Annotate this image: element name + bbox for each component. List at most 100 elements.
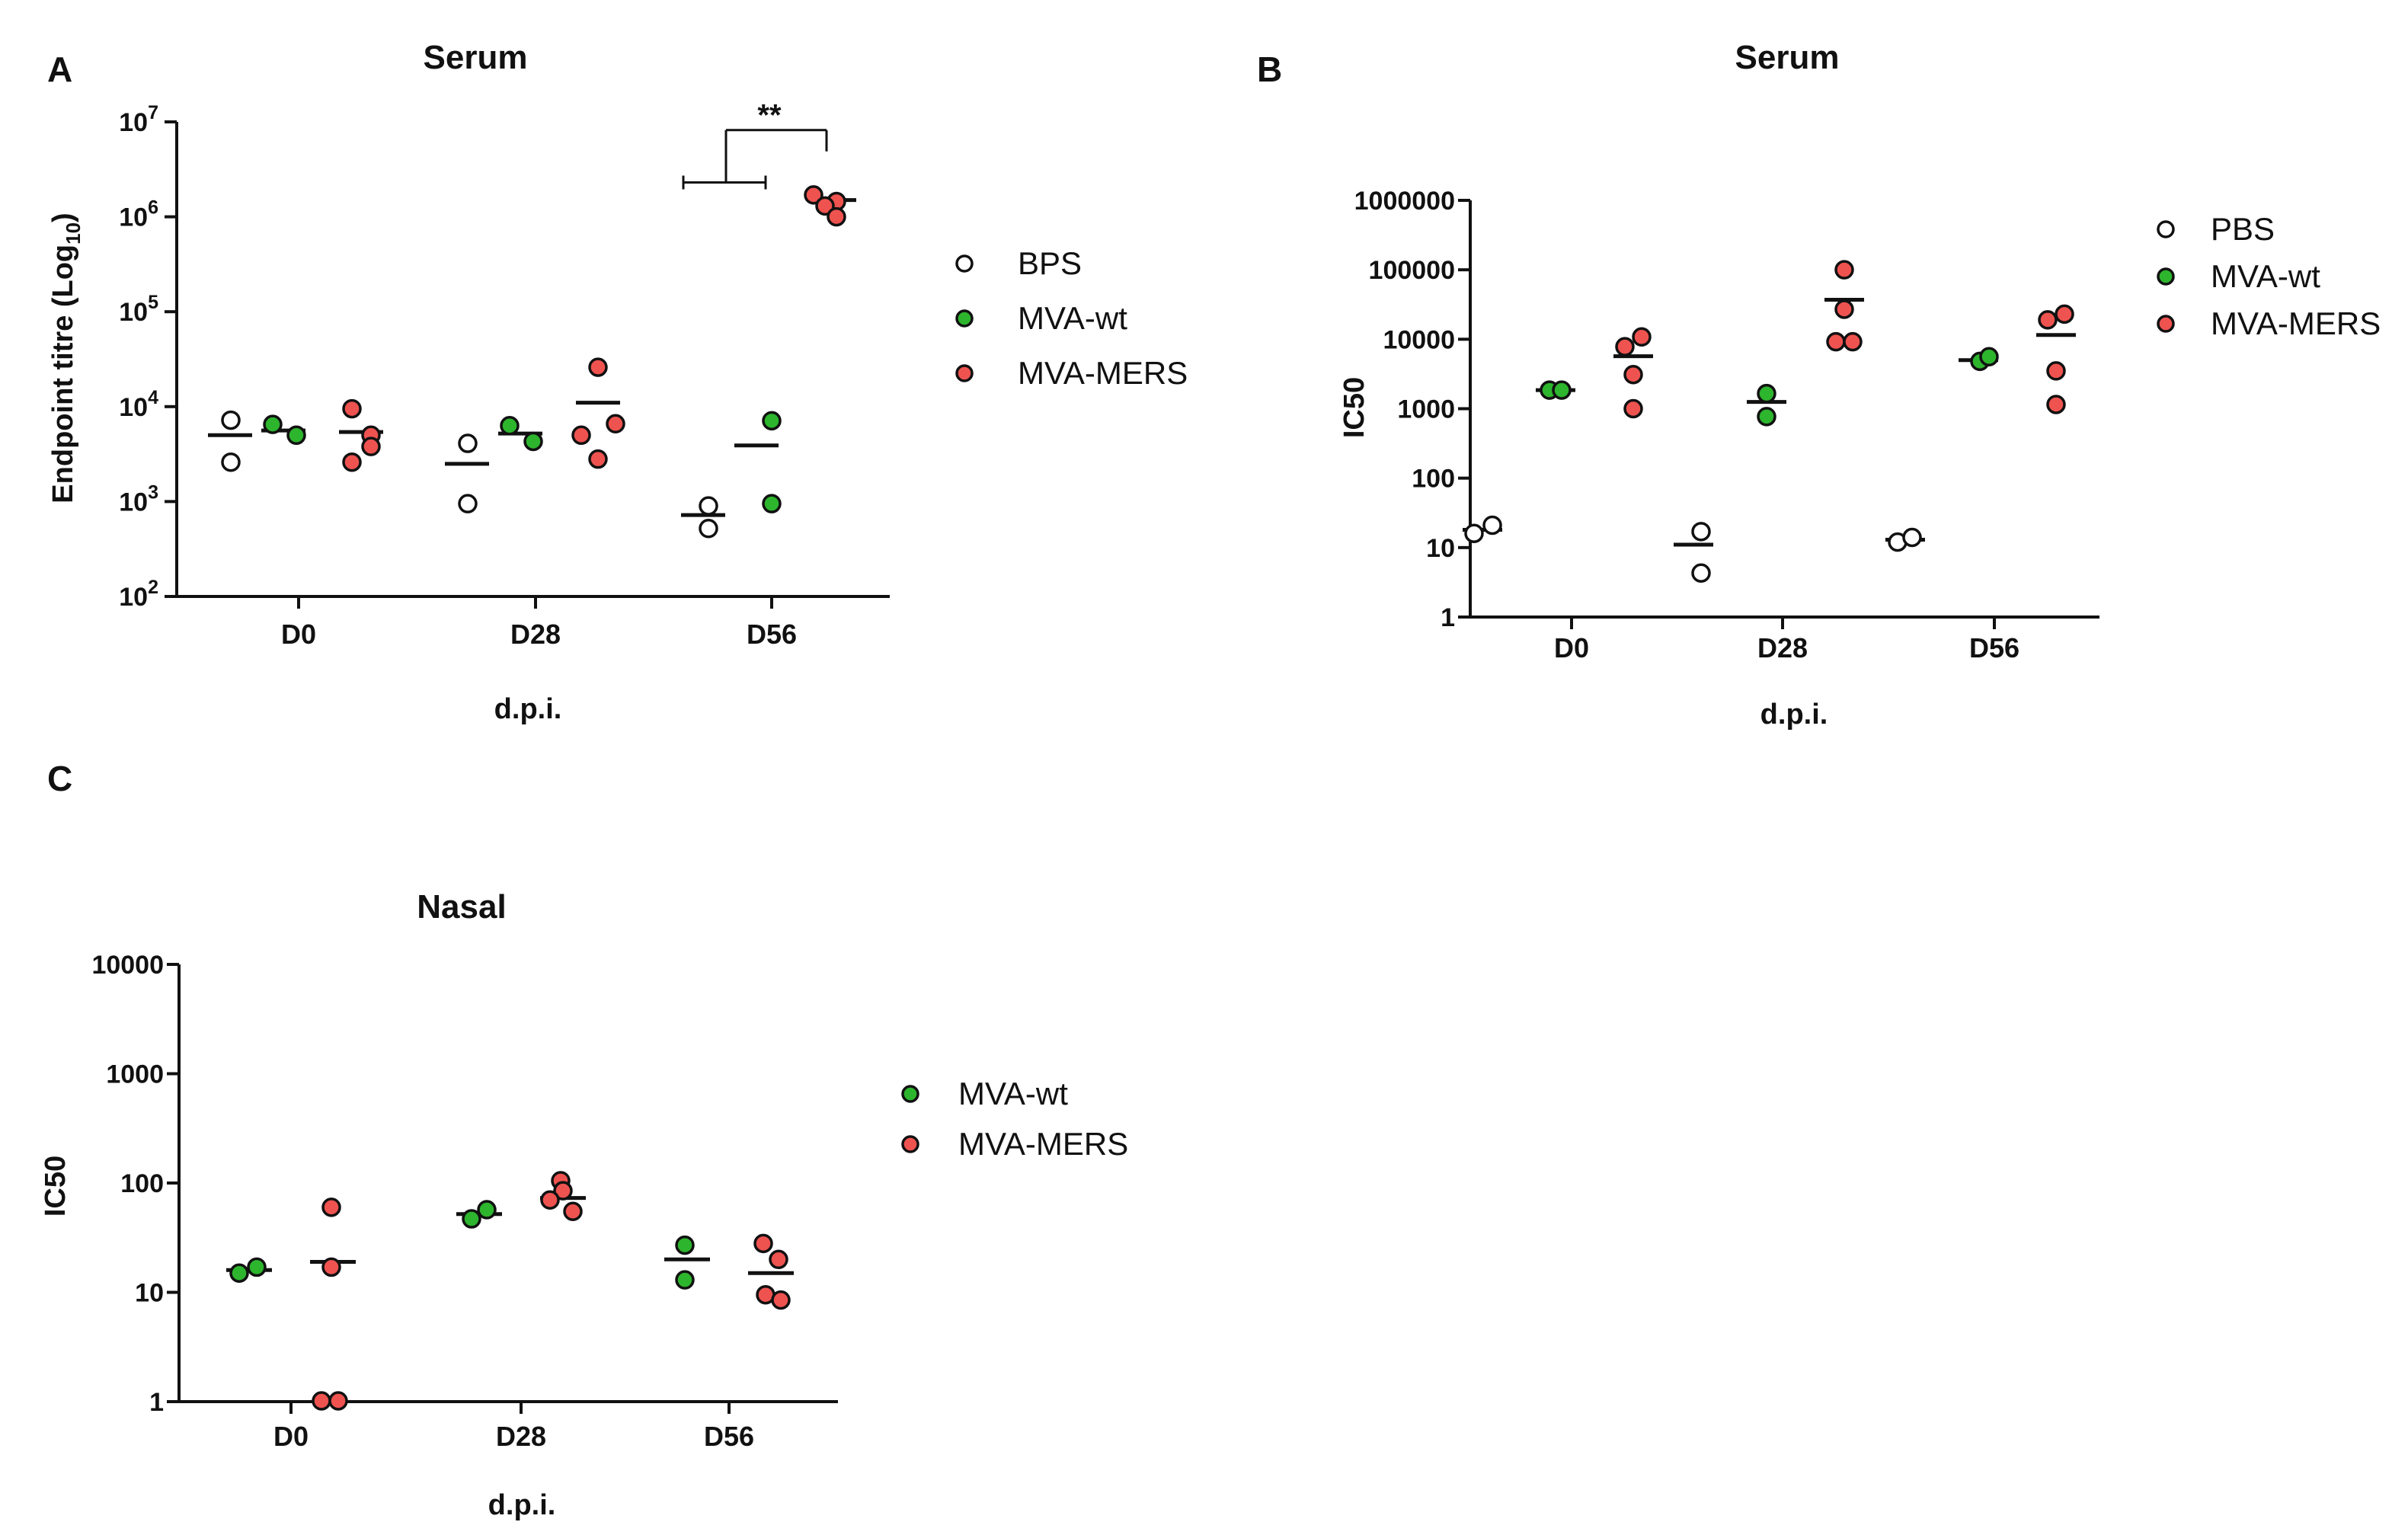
data-point — [221, 410, 241, 430]
panel-a-title: Serum — [424, 39, 528, 76]
data-point — [827, 206, 846, 227]
x-tick-label: D28 — [1757, 632, 1808, 663]
panel-c-plot: 1 10 100 1000 10000 D0 D28 D56 — [91, 951, 838, 1452]
data-point — [699, 496, 718, 516]
legend-label: BPS — [1018, 245, 1082, 281]
y-tick-label-exponent: 7 — [148, 102, 158, 123]
data-point — [571, 425, 591, 446]
panel-b-ylabel: IC50 — [1338, 377, 1370, 438]
legend-label: MVA-MERS — [958, 1126, 1128, 1162]
data-point — [247, 1257, 267, 1277]
data-point — [500, 416, 520, 436]
legend-marker — [901, 1085, 919, 1103]
data-point — [1623, 398, 1643, 419]
data-point — [1552, 380, 1572, 400]
data-point — [2046, 361, 2066, 381]
data-point — [1691, 563, 1711, 583]
data-point — [1902, 527, 1922, 548]
data-point — [2038, 310, 2058, 330]
y-tick-label: 1000000 — [1354, 187, 1455, 216]
data-point — [804, 185, 823, 205]
legend-label: MVA-MERS — [1018, 355, 1188, 391]
x-tick-label: D56 — [747, 619, 797, 650]
y-tick-label-exponent: 6 — [148, 197, 158, 219]
data-point — [1623, 364, 1643, 385]
data-point — [321, 1197, 341, 1217]
panel-a-xlabel: d.p.i. — [494, 693, 562, 725]
panel-c-legend: MVA-wt MVA-MERS — [901, 1076, 1128, 1162]
data-point — [221, 452, 241, 472]
data-point — [1464, 523, 1484, 543]
y-tick-label-exponent: 4 — [148, 387, 158, 408]
panel-a-ylabel-close: ) — [47, 213, 79, 222]
legend-label: MVA-wt — [2211, 258, 2320, 294]
data-point — [342, 452, 362, 472]
legend-marker — [2157, 220, 2175, 238]
data-point — [462, 1209, 481, 1229]
panel-label-a: A — [47, 50, 72, 89]
panel-c-xlabel: d.p.i. — [488, 1489, 556, 1521]
panel-a-ylabel: Endpoint titre (Log10) — [47, 213, 85, 503]
data-point — [762, 411, 782, 431]
x-tick-label: D28 — [510, 619, 561, 650]
data-point — [771, 1290, 791, 1310]
x-tick-label: D56 — [1969, 632, 2019, 663]
data-point — [1482, 515, 1502, 536]
data-point — [769, 1249, 788, 1270]
data-point — [286, 425, 306, 446]
panel-b-legend: PBS MVA-wt MVA-MERS — [2157, 211, 2381, 341]
y-tick-label: 106 — [119, 197, 158, 232]
y-tick-label: 104 — [119, 387, 158, 422]
data-point — [675, 1270, 695, 1290]
data-point — [1834, 299, 1854, 319]
y-tick-label: 100000 — [1369, 256, 1455, 285]
legend-marker — [2157, 267, 2175, 286]
legend-label: PBS — [2211, 211, 2275, 247]
data-point — [675, 1235, 695, 1255]
y-tick-label-base: 10 — [119, 488, 148, 516]
data-point — [1757, 383, 1776, 404]
data-point — [321, 1257, 341, 1277]
panel-b-plot: 1 10 100 1000 10000 100000 1000000 D0 D28 D56 — [1354, 187, 2099, 663]
y-tick-label: 1 — [1441, 603, 1455, 632]
x-tick-label: D56 — [704, 1421, 754, 1452]
panel-label-c: C — [47, 759, 72, 798]
legend-marker — [955, 364, 974, 382]
y-tick-label: 1000 — [106, 1060, 164, 1089]
data-point — [1834, 260, 1854, 280]
data-point — [1632, 327, 1652, 347]
data-point — [342, 398, 362, 419]
data-point — [523, 431, 543, 452]
data-point — [312, 1391, 331, 1411]
data-point — [815, 196, 835, 216]
y-tick-label-base: 10 — [119, 298, 148, 327]
panel-a-ylabel-main: Endpoint titre (Log — [47, 245, 79, 504]
data-point — [2055, 304, 2074, 325]
y-tick-label: 107 — [119, 102, 158, 137]
x-tick-label: D0 — [281, 619, 316, 650]
data-point — [1979, 347, 1999, 367]
y-tick-label: 100 — [1412, 465, 1455, 494]
y-tick-label: 10 — [135, 1279, 164, 1308]
panel-a: A Serum Endpoint titre (Log10) d.p.i. 10… — [47, 39, 1188, 725]
y-tick-label-base: 10 — [119, 203, 148, 232]
y-tick-label-base: 10 — [119, 393, 148, 422]
y-tick-label: 105 — [119, 292, 158, 327]
data-point — [606, 414, 625, 434]
data-point — [458, 494, 478, 513]
y-tick-label-exponent: 5 — [148, 292, 158, 313]
legend-marker — [2157, 315, 2175, 333]
panel-c-ylabel: IC50 — [40, 1156, 72, 1217]
data-point — [229, 1263, 249, 1283]
y-tick-label: 10000 — [1383, 325, 1455, 354]
y-tick-label: 1000 — [1397, 395, 1455, 424]
data-point — [1843, 331, 1863, 352]
data-point — [1757, 407, 1776, 427]
panel-b-title: Serum — [1735, 39, 1840, 76]
data-point — [753, 1233, 773, 1254]
y-tick-label-base: 10 — [119, 583, 148, 612]
legend-marker — [955, 309, 974, 328]
panel-c-title: Nasal — [417, 888, 506, 926]
